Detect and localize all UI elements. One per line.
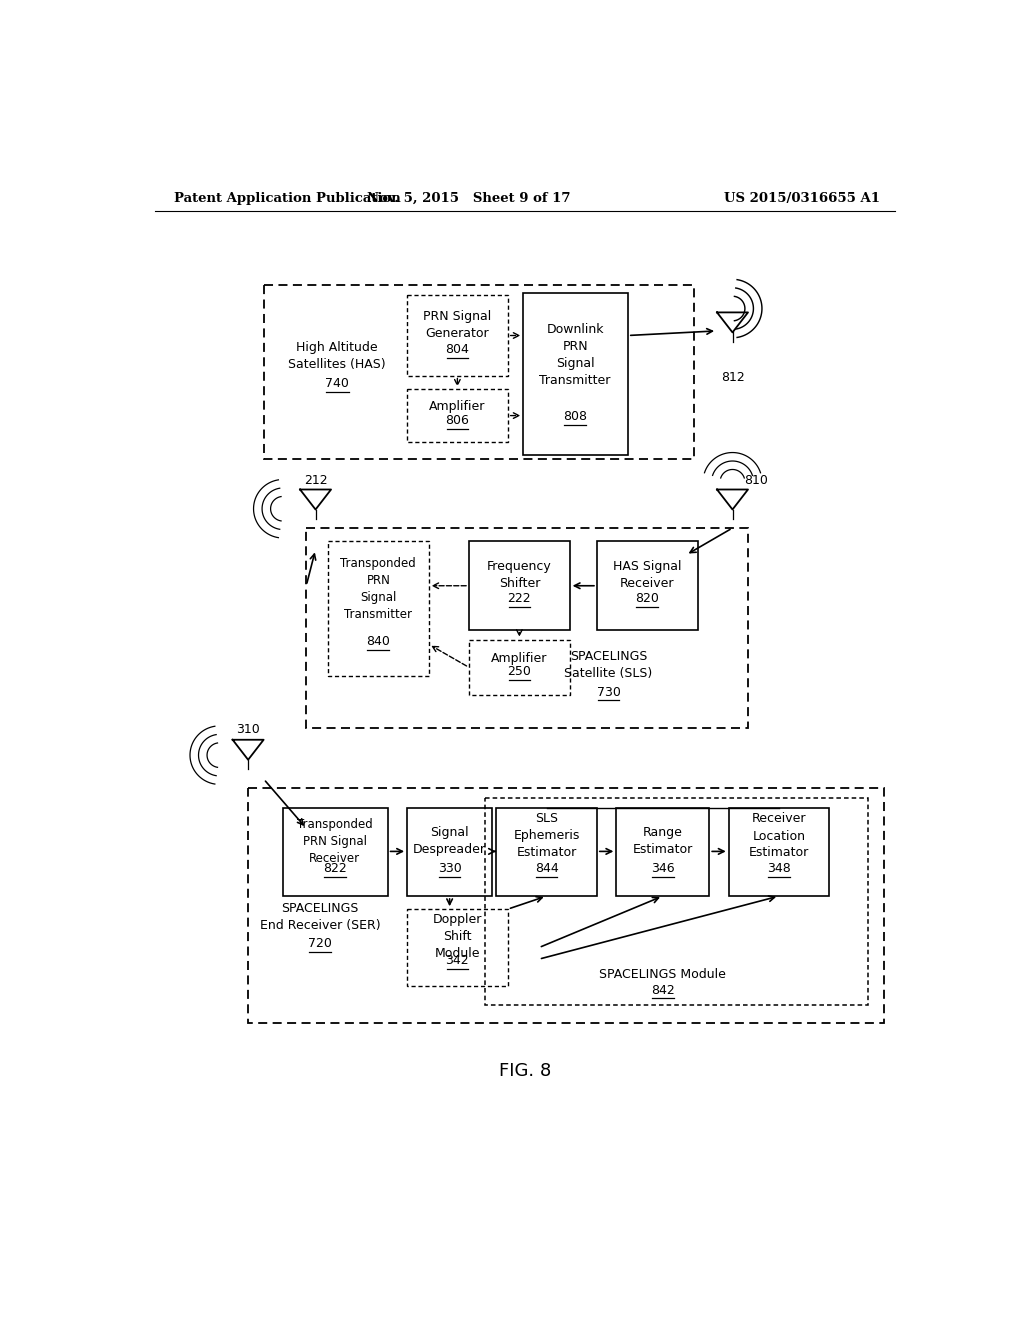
Bar [469,541,569,630]
Bar [496,808,597,896]
Text: High Altitude
Satellites (HAS): High Altitude Satellites (HAS) [289,342,386,371]
Text: 310: 310 [237,723,260,737]
Text: SLS
Ephemeris
Estimator: SLS Ephemeris Estimator [513,813,580,859]
Bar [484,797,868,1006]
Text: 348: 348 [767,862,791,875]
Text: Range
Estimator: Range Estimator [633,826,693,857]
Text: 840: 840 [367,635,390,648]
Bar [306,528,748,729]
Text: Frequency
Shifter: Frequency Shifter [487,560,552,590]
Bar [263,285,693,459]
Text: 730: 730 [597,685,621,698]
Text: SPACELINGS
End Receiver (SER): SPACELINGS End Receiver (SER) [260,902,381,932]
Text: US 2015/0316655 A1: US 2015/0316655 A1 [724,191,880,205]
Bar [283,808,388,896]
Text: 250: 250 [508,665,531,678]
Text: 330: 330 [437,862,462,875]
Text: 808: 808 [563,409,587,422]
Text: 342: 342 [445,954,469,968]
Text: Signal
Despreader: Signal Despreader [413,826,486,857]
Text: 346: 346 [651,862,675,875]
Text: 812: 812 [721,371,744,384]
Text: 842: 842 [651,983,675,997]
Text: 212: 212 [304,474,328,487]
Text: Downlink
PRN
Signal
Transmitter: Downlink PRN Signal Transmitter [540,323,611,387]
Text: 720: 720 [308,937,332,950]
Text: Receiver
Location
Estimator: Receiver Location Estimator [749,813,809,859]
Text: 820: 820 [635,591,659,605]
Text: HAS Signal
Receiver: HAS Signal Receiver [613,560,682,590]
Text: 740: 740 [326,376,349,389]
Text: FIG. 8: FIG. 8 [499,1061,551,1080]
Bar [407,389,508,442]
Bar [407,909,508,986]
Text: Patent Application Publication: Patent Application Publication [174,191,401,205]
Text: 822: 822 [323,862,347,875]
Text: Amplifier: Amplifier [492,652,548,665]
Text: 222: 222 [508,591,531,605]
Bar [729,808,829,896]
Bar [616,808,710,896]
Bar [523,293,628,455]
Text: Transponded
PRN Signal
Receiver: Transponded PRN Signal Receiver [297,818,373,865]
Bar [407,808,493,896]
Text: 806: 806 [445,413,469,426]
Bar [597,541,697,630]
Text: Nov. 5, 2015   Sheet 9 of 17: Nov. 5, 2015 Sheet 9 of 17 [368,191,570,205]
Text: 810: 810 [744,474,768,487]
Text: SPACELINGS
Satellite (SLS): SPACELINGS Satellite (SLS) [564,649,652,680]
Text: 844: 844 [535,862,558,875]
Text: Transponded
PRN
Signal
Transmitter: Transponded PRN Signal Transmitter [340,557,416,620]
Bar [469,640,569,696]
Bar [248,788,884,1023]
Text: SPACELINGS Module: SPACELINGS Module [599,968,726,981]
Bar [328,541,429,676]
Text: 804: 804 [445,343,469,356]
Text: Doppler
Shift
Module: Doppler Shift Module [433,912,482,960]
Bar [407,294,508,376]
Text: PRN Signal
Generator: PRN Signal Generator [423,310,492,339]
Text: Amplifier: Amplifier [429,400,485,413]
